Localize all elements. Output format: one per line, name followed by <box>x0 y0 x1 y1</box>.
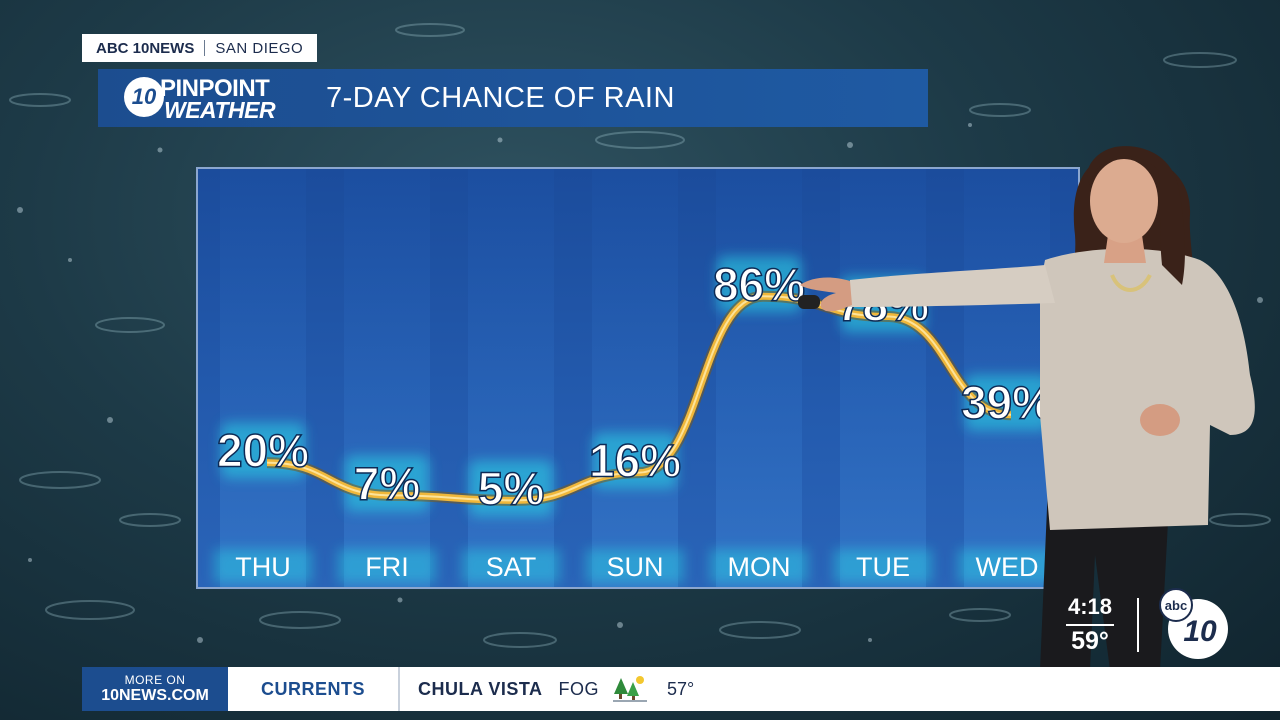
value-glow-wed <box>965 374 1049 431</box>
clock-time: 4:18 <box>1067 594 1113 619</box>
clock-divider <box>1066 624 1114 626</box>
logo-line-2: WEATHER <box>164 97 276 123</box>
value-label-fri: 7% <box>354 457 420 509</box>
ticker-city: CHULA VISTA <box>418 678 543 699</box>
day-glow-thu <box>214 549 312 583</box>
site-link[interactable]: 10NEWS.COM <box>101 687 209 704</box>
more-on-label: MORE ON <box>124 673 186 687</box>
day-column-fri <box>344 169 430 587</box>
value-label-mon: 86% <box>713 258 805 310</box>
pinpoint-weather-logo: 10 PINPOINT WEATHER <box>120 69 320 127</box>
logo-circle: 10 <box>124 77 164 117</box>
station-divider <box>204 40 206 56</box>
svg-text:10: 10 <box>1183 615 1217 648</box>
day-label-mon: MON <box>728 552 791 582</box>
day-column-mon <box>716 169 802 587</box>
more-on-block[interactable]: MORE ON 10NEWS.COM <box>82 667 228 711</box>
day-label-tue: TUE <box>856 552 910 582</box>
news-ticker: MORE ON 10NEWS.COM CURRENTS CHULA VISTA … <box>82 667 1280 711</box>
day-label-sun: SUN <box>606 552 663 582</box>
ticker-temperature: 57° <box>667 678 695 699</box>
day-label-thu: THU <box>235 552 291 582</box>
value-label-sun: 16% <box>589 435 681 487</box>
day-column-sat <box>468 169 554 587</box>
value-label-wed: 39% <box>961 377 1053 429</box>
ticker-section: CURRENTS <box>228 667 400 711</box>
svg-text:abc: abc <box>1165 598 1187 613</box>
value-label-sat: 5% <box>478 462 544 514</box>
value-label-thu: 20% <box>217 425 309 477</box>
rain-curve-highlight <box>266 295 1012 502</box>
day-glow-sun <box>586 549 684 583</box>
day-label-fri: FRI <box>365 552 409 582</box>
abc10-logo-icon: abc 10 <box>1159 588 1228 659</box>
station-bug: ABC 10NEWS SAN DIEGO <box>82 34 318 62</box>
current-temperature: 59° <box>1071 627 1109 655</box>
day-glow-sat <box>462 549 560 583</box>
logo-line-1: PINPOINT <box>160 75 270 102</box>
presenter <box>798 146 1255 670</box>
day-column-thu <box>220 169 306 587</box>
day-glow-fri <box>338 549 436 583</box>
day-glow-wed <box>958 549 1056 583</box>
page-title: 7-DAY CHANCE OF RAIN <box>326 81 675 114</box>
title-bar: 10 PINPOINT WEATHER 7-DAY CHANCE OF RAIN <box>98 69 928 127</box>
day-glow-tue <box>834 549 932 583</box>
day-column-sun <box>592 169 678 587</box>
day-column-tue <box>840 169 926 587</box>
ticker-condition: FOG <box>558 678 599 699</box>
corner-divider <box>1137 598 1139 652</box>
station-name: ABC 10NEWS <box>96 39 195 57</box>
day-glow-mon <box>710 549 808 583</box>
station-city: SAN DIEGO <box>215 39 304 57</box>
fog-trees-icon <box>613 676 647 702</box>
day-label-sat: SAT <box>486 552 537 582</box>
day-label-wed: WED <box>976 552 1039 582</box>
